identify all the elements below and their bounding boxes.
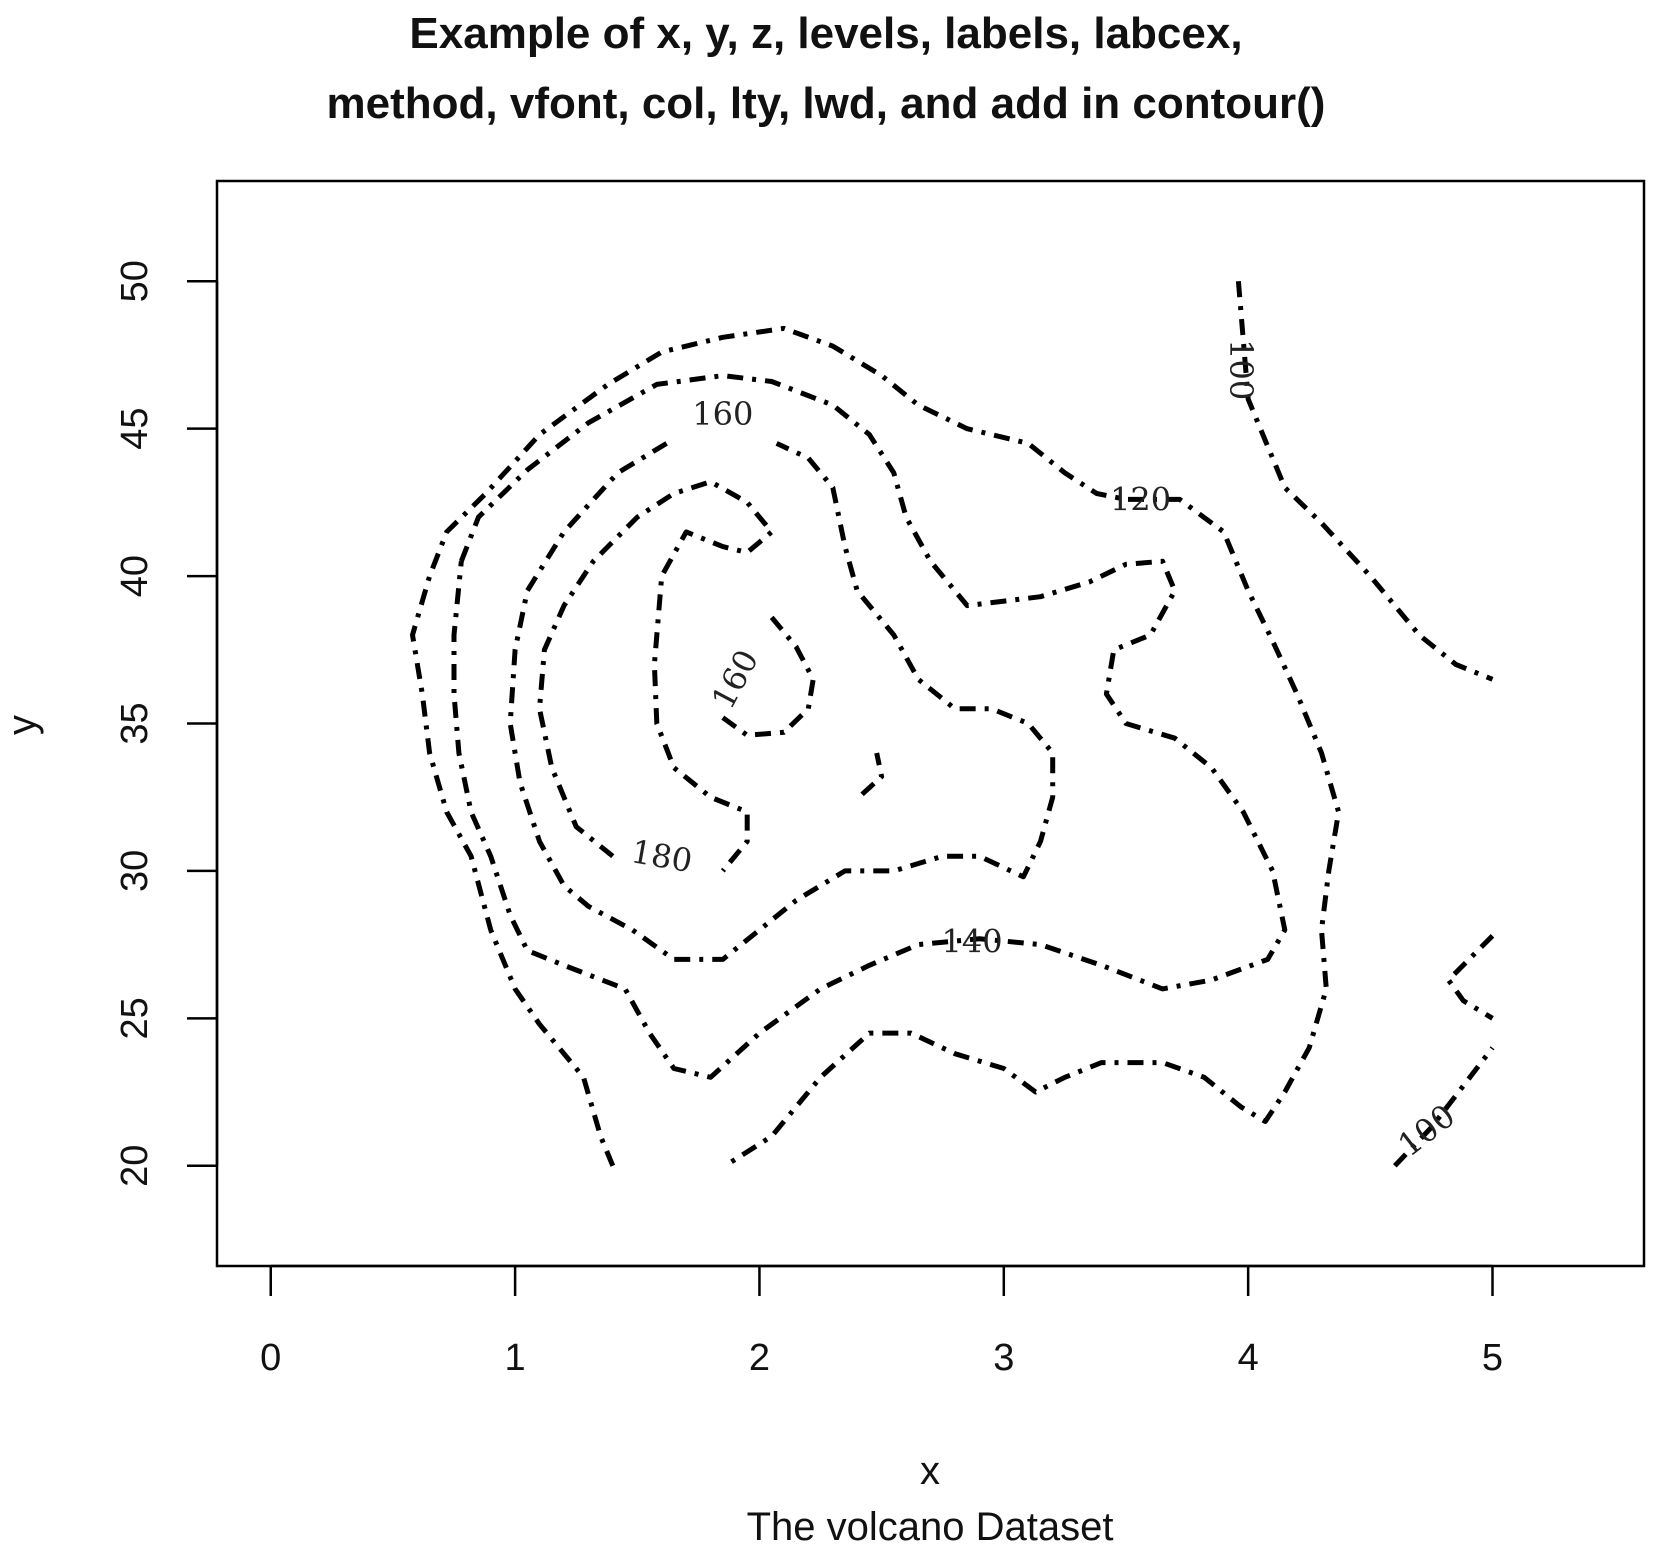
contour-label: 100 <box>1222 339 1260 400</box>
x-axis-title: x <box>920 1449 940 1493</box>
x-tick-label: 3 <box>993 1337 1014 1379</box>
y-axis: 20 25 30 35 40 45 50 <box>114 260 219 1187</box>
contour-label: 160 <box>692 395 753 433</box>
contour-line-180 <box>537 479 775 873</box>
y-tick-label: 25 <box>114 997 156 1039</box>
x-tick-label: 1 <box>505 1337 526 1379</box>
x-axis: 0 1 2 3 4 5 <box>260 1264 1503 1379</box>
y-tick-label: 50 <box>114 260 156 302</box>
contour-label: 120 <box>1110 480 1171 518</box>
contour-label: 180 <box>628 832 695 880</box>
contour-line-100 <box>1392 1046 1495 1168</box>
contour-line-160 <box>507 441 1056 962</box>
x-tick-label: 4 <box>1238 1337 1259 1379</box>
chart-subtitle: The volcano Dataset <box>747 1505 1114 1549</box>
contour-label: 160 <box>704 643 766 715</box>
chart-title-line-2: method, vfont, col, lty, lwd, and add in… <box>327 79 1326 128</box>
contour-line-160 <box>721 615 816 738</box>
contour-line-120 <box>410 325 1342 1168</box>
contour-label: 140 <box>941 923 1002 961</box>
contour-line-140 <box>860 752 885 797</box>
contour-line-100 <box>1446 934 1495 1021</box>
contour-lines <box>410 280 1495 1168</box>
x-tick-label: 5 <box>1482 1337 1503 1379</box>
y-tick-label: 35 <box>114 702 156 744</box>
x-tick-label: 0 <box>260 1337 281 1379</box>
y-tick-label: 30 <box>114 850 156 892</box>
contour-labels: 100 100 120 140 160 160 180 <box>628 339 1462 1164</box>
contour-label: 100 <box>1391 1097 1463 1165</box>
y-tick-label: 40 <box>114 555 156 597</box>
y-tick-label: 20 <box>114 1145 156 1187</box>
chart-title-line-1: Example of x, y, z, levels, labels, labc… <box>409 9 1242 58</box>
x-tick-label: 2 <box>749 1337 770 1379</box>
contour-line-140 <box>451 373 1288 1080</box>
y-axis-title: y <box>0 715 44 735</box>
contour-line-100 <box>1235 280 1494 682</box>
y-tick-label: 45 <box>114 408 156 450</box>
